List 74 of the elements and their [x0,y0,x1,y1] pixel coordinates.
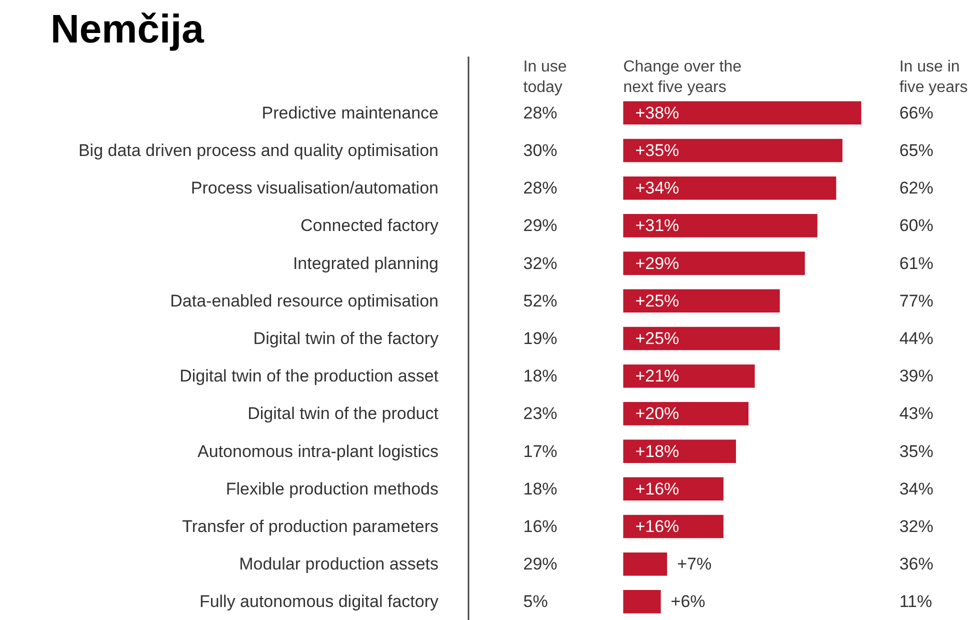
text: 62% [899,178,934,198]
y-tick-label: Digital twin of the production asset [180,366,439,386]
y-tick-label: Modular production assets [239,554,439,574]
text: 18% [523,366,558,386]
bar [623,364,755,388]
y-tick-label: Big data driven process and quality optimisation [78,141,439,160]
y-tick-label: Autonomous intra-plant logistics [198,442,439,461]
text: In use today [523,58,567,96]
bar [623,552,668,576]
data-label: +29% [635,254,680,273]
text: 66% [899,103,934,122]
text: 35% [899,442,934,461]
text: 77% [899,291,934,310]
text: 30% [523,141,558,160]
text: 16% [523,517,558,536]
data-label: +18% [635,442,680,461]
y-tick-label: Connected factory [300,216,439,236]
text: 32% [523,254,558,273]
y-tick-label: Digital twin of the product [248,404,439,424]
text: 28% [523,103,558,122]
data-label: +34% [635,178,680,198]
bar [623,514,724,538]
y-tick-label: Predictive maintenance [262,103,439,122]
bar [623,101,862,125]
text: 61% [899,254,934,273]
text: 60% [899,216,934,236]
text: In use in five years [899,58,968,96]
text: 34% [899,479,934,498]
text: 52% [523,291,558,310]
text: 29% [523,554,558,574]
annotation: Change over the next five years [623,58,742,96]
text: Nemčija [50,8,205,52]
text: 17% [523,442,558,461]
data-label: +16% [635,479,680,498]
y-tick-label: Transfer of production parameters [182,517,439,536]
text: 11% [899,592,932,612]
text: 23% [523,404,558,424]
data-label: +25% [635,329,680,348]
text: 18% [523,479,558,498]
text: 5% [523,592,548,612]
data-label: +16% [635,517,680,536]
text: 44% [899,329,934,348]
bar [623,402,748,426]
y-tick-label: Digital twin of the factory [253,329,439,348]
text: 19% [523,329,558,348]
data-label: +38% [635,103,680,122]
data-label: +6% [670,592,706,612]
data-label: +20% [635,404,680,424]
text: 32% [899,517,934,536]
y-tick-label: Integrated planning [292,254,438,273]
text: 65% [899,141,934,160]
data-label: +31% [635,216,680,236]
text: 29% [523,216,558,236]
y-tick-label: Flexible production methods [226,479,439,498]
bar [623,214,818,238]
bar [623,326,780,350]
bar [623,176,836,200]
text: 28% [523,178,558,198]
text: 39% [899,366,934,386]
y-tick-label: Data-enabled resource optimisation [170,291,438,310]
bar [623,477,724,501]
y-tick-label: Fully autonomous digital factory [199,592,439,612]
data-label: +7% [677,554,712,574]
data-label: +21% [635,366,680,386]
y-tick-label: Process visualisation/automation [190,178,439,198]
text: 36% [899,554,934,574]
data-label: +25% [635,291,680,310]
bar [623,440,736,463]
bar [623,289,780,313]
bar [623,138,842,162]
bar [623,252,805,275]
data-label: +35% [635,141,680,160]
text: 43% [899,404,934,424]
bar [623,590,661,614]
